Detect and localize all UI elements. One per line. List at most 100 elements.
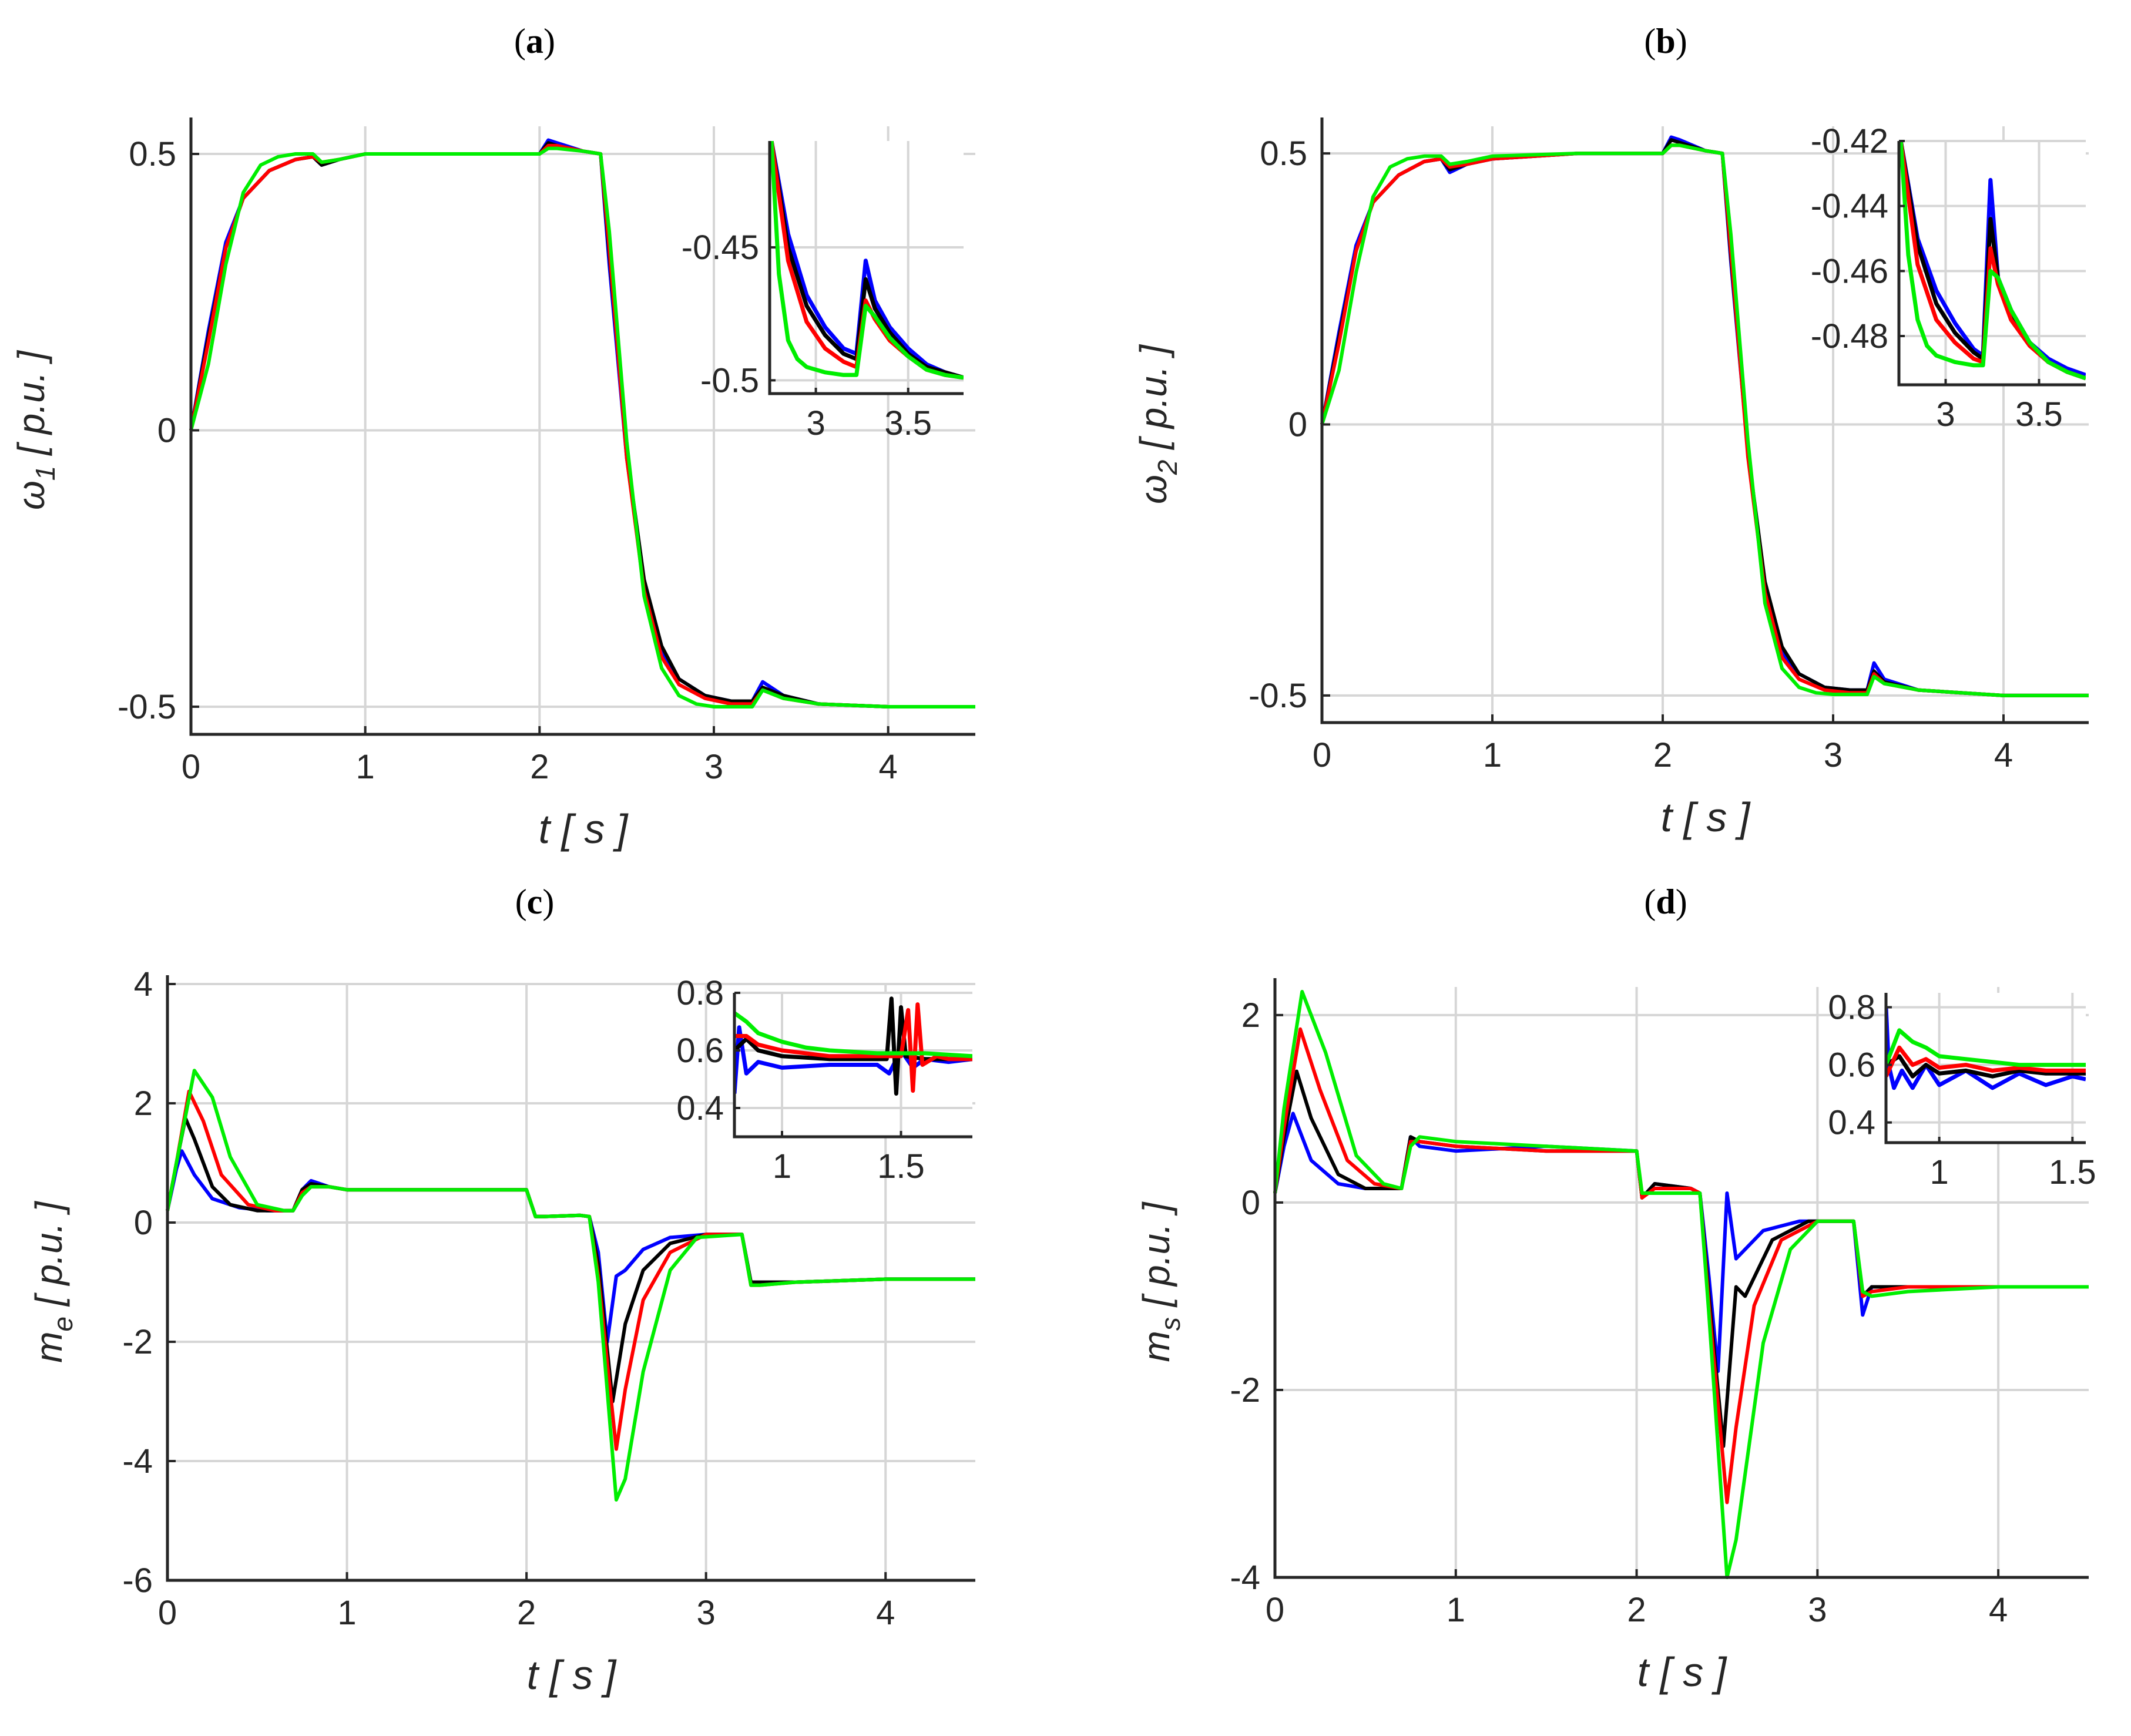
y-axis-label-subscript: 1 — [30, 466, 61, 481]
series-line-green — [166, 1069, 975, 1502]
y-axis-label-subscript: s — [1155, 1317, 1186, 1331]
x-tick-label: 0 — [1313, 736, 1331, 774]
x-tick-label: 2 — [530, 748, 549, 786]
inset-x-tick-label: 3 — [806, 404, 825, 442]
panel-label: (c) — [515, 882, 555, 921]
panel-b: (b)0 1 2 3 4-0.500.5t [ s ]ω2 [ p.u. ] 3 3.5-0… — [1132, 22, 2089, 840]
inset-x-tick-label: 3.5 — [884, 404, 932, 442]
panel-label-letter: b — [1656, 22, 1675, 61]
y-axis-label-subscript: e — [48, 1317, 78, 1332]
y-tick-label: 0.5 — [1260, 135, 1307, 173]
x-tick-label: 3 — [1808, 1591, 1827, 1629]
panel-label: (a) — [514, 22, 555, 61]
y-tick-label: -6 — [122, 1562, 153, 1600]
y-tick-label: 0 — [1288, 406, 1307, 444]
inset-y-tick-label: -0.44 — [1811, 187, 1888, 226]
panel-label-open: ( — [515, 882, 527, 921]
inset-series-line-blue — [1899, 141, 2086, 377]
inset-y-tick-label: -0.5 — [700, 361, 759, 399]
y-tick-label: -0.5 — [1249, 677, 1307, 715]
x-tick-label: 1 — [1447, 1591, 1465, 1629]
x-axis-label: t [ s ] — [539, 806, 629, 852]
x-tick-label: 4 — [1994, 736, 2013, 774]
inset-y-tick-label: 0.4 — [1828, 1104, 1875, 1142]
inset: 3 3.5 -0.5 -0.45 — [682, 141, 964, 442]
inset-series-line-black — [770, 141, 964, 380]
inset-y-tick-label: 0.8 — [676, 974, 724, 1012]
y-axis-label-symbol: m — [1135, 1331, 1177, 1362]
series-line-green — [189, 146, 975, 708]
x-tick-label: 2 — [517, 1594, 536, 1632]
inset-x-tick-label: 1 — [1930, 1153, 1949, 1191]
inset-x-tick-label: 1.5 — [2049, 1153, 2096, 1191]
inset-series-line-green — [770, 141, 964, 380]
panel-label-open: ( — [1644, 882, 1656, 921]
x-tick-label: 1 — [356, 748, 375, 786]
panel-a: (a)0 1 2 3 4-0.500.5t [ s ]ω1 [ p.u. ] 3 3.5-0… — [10, 22, 975, 852]
y-tick-label: -4 — [122, 1442, 153, 1480]
x-tick-label: 4 — [876, 1594, 895, 1632]
y-tick-label: 2 — [134, 1084, 153, 1123]
y-axis-label: me [ p.u. ] — [28, 1201, 78, 1363]
inset: 3 3.5 -0.48 -0.46 -0.44 -0.42 — [1811, 122, 2086, 434]
panel-label: (d) — [1644, 882, 1687, 921]
inset-axes-frame — [733, 993, 972, 1139]
inset-y-tick-label: -0.42 — [1811, 122, 1888, 160]
y-tick-label: -2 — [122, 1323, 153, 1361]
x-tick-label: 0 — [158, 1594, 177, 1632]
y-tick-label: 4 — [134, 965, 153, 1003]
inset-y-tick-label: 0.6 — [676, 1032, 724, 1070]
panel-label: (b) — [1644, 22, 1687, 61]
inset-series-line-black — [734, 996, 972, 1096]
inset-axes-frame — [1897, 141, 2086, 387]
series-line-blue — [1273, 1112, 2089, 1373]
inset-y-tick-label: -0.45 — [682, 229, 759, 267]
inset-y-tick-label: 0.8 — [1828, 989, 1875, 1027]
series-line-red — [166, 1089, 975, 1451]
y-tick-label: -2 — [1230, 1371, 1260, 1409]
inset-x-tick-label: 1.5 — [877, 1147, 925, 1186]
y-tick-label: -0.5 — [118, 688, 176, 726]
inset-series-line-green — [1899, 141, 2086, 381]
y-tick-label: 0 — [1241, 1184, 1260, 1222]
inset-x-tick-label: 3.5 — [2015, 395, 2063, 434]
x-tick-label: 0 — [182, 748, 200, 786]
inset-y-tick-label: 0.4 — [676, 1089, 724, 1127]
inset-series-line-black — [1886, 1054, 2086, 1079]
panel-label-letter: d — [1656, 882, 1675, 921]
x-tick-label: 3 — [1824, 736, 1843, 774]
panel-label-letter: c — [527, 882, 543, 921]
inset-y-tick-label: 0.6 — [1828, 1046, 1875, 1084]
y-axis-label-subscript: 2 — [1152, 460, 1183, 476]
y-axis-label-unit: [ p.u. ] — [10, 350, 52, 466]
inset-series-line-blue — [1886, 1007, 2086, 1090]
x-tick-label: 4 — [879, 748, 898, 786]
y-axis-label-unit: [ p.u. ] — [1132, 344, 1174, 460]
y-axis-label-symbol: ω — [1132, 475, 1174, 504]
inset: 1 1.5 0.4 0.6 0.8 — [1828, 989, 2096, 1191]
inset-series-line-green — [1886, 1028, 2086, 1067]
x-axis-label: t [ s ] — [527, 1652, 617, 1698]
x-axis-label: t [ s ] — [1637, 1649, 1727, 1695]
y-axis-label-symbol: ω — [10, 481, 52, 510]
y-tick-label: 2 — [1241, 996, 1260, 1035]
inset-y-tick-label: -0.46 — [1811, 252, 1888, 290]
inset-x-tick-label: 3 — [1936, 395, 1955, 434]
x-tick-label: 3 — [704, 748, 723, 786]
series-line-black — [166, 1116, 975, 1403]
series-line-blue — [166, 1149, 975, 1344]
inset-series-line-blue — [770, 141, 964, 380]
panel-label-close: ) — [542, 882, 554, 921]
inset-series-line-red — [734, 1002, 972, 1093]
panel-label-close: ) — [1676, 882, 1687, 921]
y-axis-label-unit: [ p.u. ] — [1135, 1201, 1177, 1317]
panel-d: (d) 0 1 2 3 4 -4 -2 0 2 t [ s ] ms [ p.u. ] 1 1.5 0.4 0… — [1135, 882, 2096, 1695]
panel-label-close: ) — [543, 22, 555, 61]
y-tick-label: -4 — [1230, 1559, 1260, 1597]
x-tick-label: 1 — [1483, 736, 1502, 774]
y-axis-label-symbol: m — [28, 1331, 70, 1362]
inset-axes-frame — [768, 141, 964, 395]
y-axis-label-unit: [ p.u. ] — [28, 1201, 70, 1317]
panel-label-close: ) — [1676, 22, 1687, 61]
